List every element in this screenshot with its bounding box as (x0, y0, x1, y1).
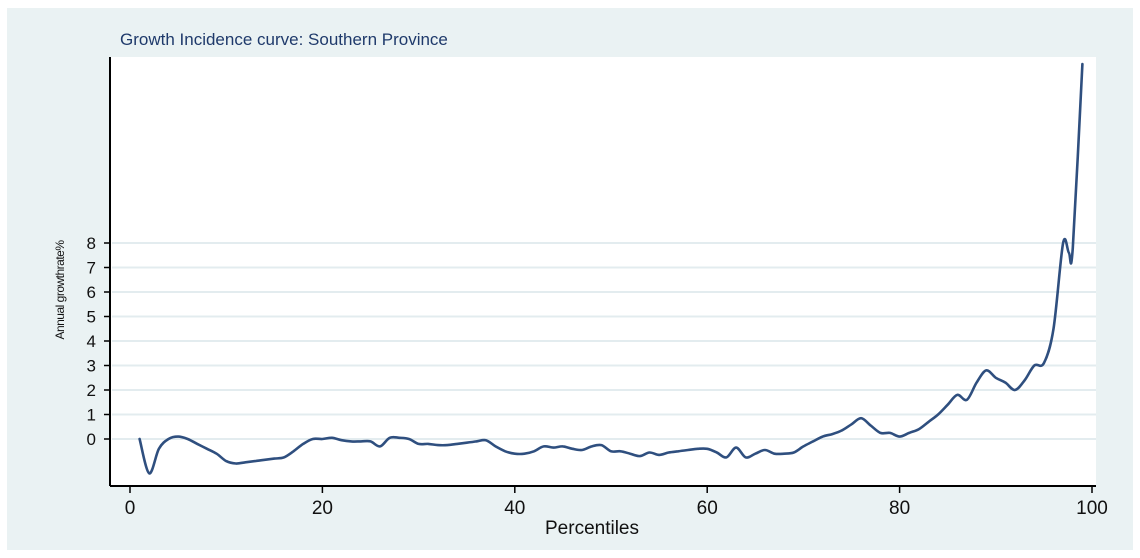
y-tick-label-4: 4 (87, 332, 96, 351)
x-axis-label: Percentiles (545, 518, 639, 539)
y-tick-label-5: 5 (87, 308, 96, 327)
x-tick-label-100: 100 (1076, 498, 1108, 519)
y-tick-label-8: 8 (87, 234, 96, 253)
y-tick-label-0: 0 (87, 430, 96, 449)
x-tick-label-0: 0 (125, 498, 136, 519)
y-tick-label-3: 3 (87, 357, 96, 376)
chart-title: Growth Incidence curve: Southern Provinc… (120, 30, 448, 49)
x-tick-label-60: 60 (697, 498, 718, 519)
series-line-0 (138, 62, 1084, 475)
x-tick-label-40: 40 (504, 498, 525, 519)
y-tick-label-1: 1 (87, 406, 96, 425)
x-tick-label-20: 20 (312, 498, 333, 519)
x-tick-label-80: 80 (889, 498, 910, 519)
y-tick-label-2: 2 (87, 381, 96, 400)
y-tick-label-7: 7 (87, 259, 96, 278)
y-tick-label-6: 6 (87, 283, 96, 302)
